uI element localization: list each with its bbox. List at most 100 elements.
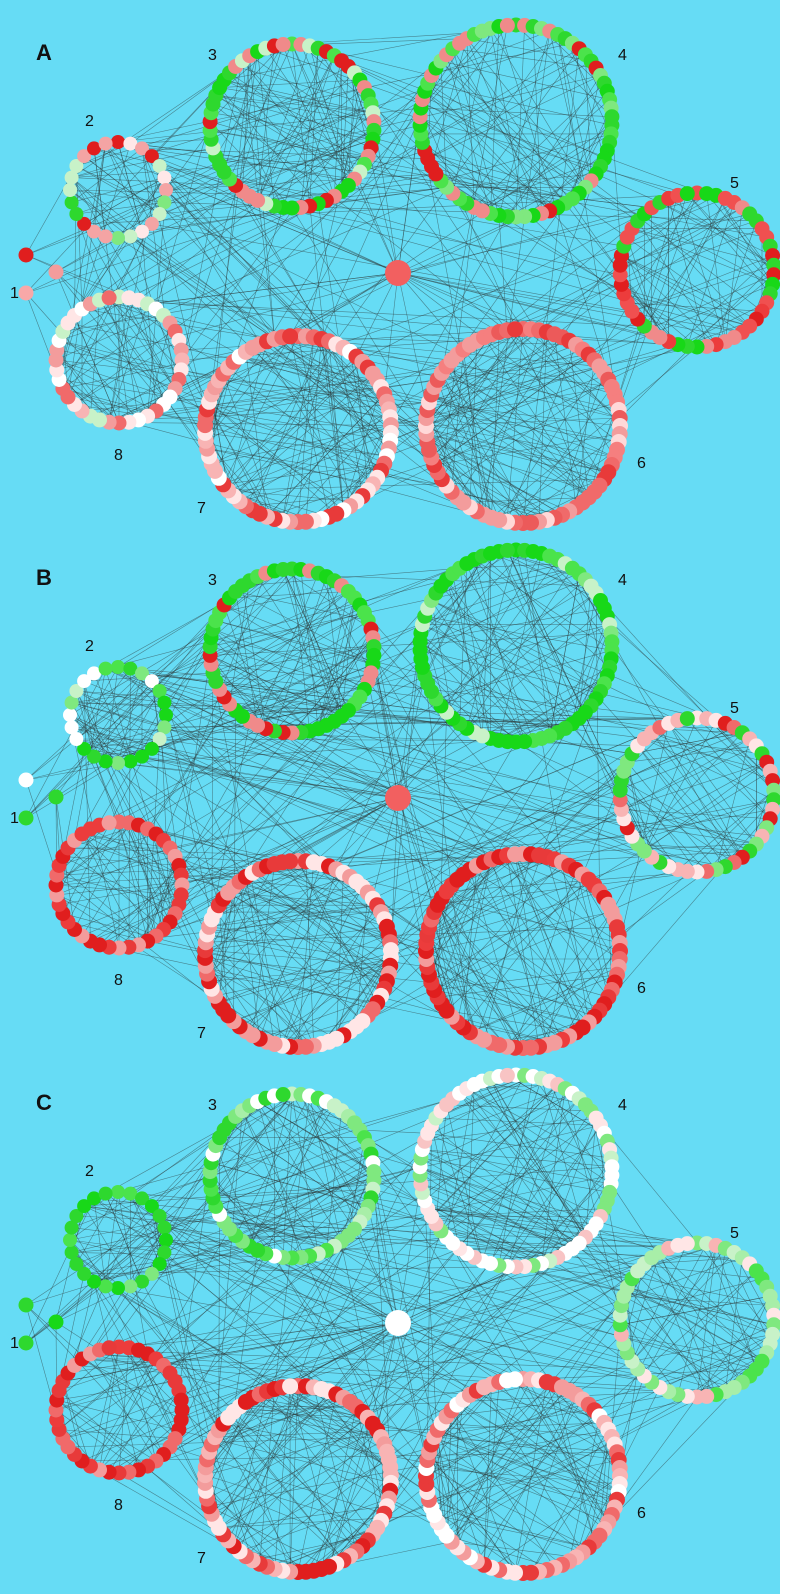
network-edge: [210, 637, 310, 732]
gene-node: [159, 183, 173, 197]
network-edge: [83, 1098, 267, 1275]
cluster-6: [418, 846, 628, 1056]
network-edge: [218, 1514, 435, 1529]
network-edge: [282, 569, 372, 630]
network-edge: [437, 1334, 622, 1523]
network-edge: [446, 859, 492, 1011]
network-edge: [706, 193, 726, 342]
network-edge: [623, 1295, 757, 1370]
network-edge: [90, 1353, 157, 1462]
network-edge: [725, 1296, 771, 1392]
network-edge: [205, 926, 387, 951]
network-edge: [297, 1474, 392, 1573]
network-edge: [426, 865, 570, 944]
gene-node: [69, 1209, 84, 1223]
network-edge: [546, 1381, 595, 1542]
network-edge: [71, 147, 214, 178]
network-edge: [265, 150, 425, 204]
network-edge: [67, 396, 387, 457]
network-edge: [71, 1223, 436, 1253]
gene-node: [64, 195, 79, 210]
network-edge: [215, 95, 361, 173]
cluster-label: 7: [197, 1550, 206, 1567]
cluster-4: [412, 1067, 620, 1275]
network-edge: [83, 155, 160, 215]
gene-node: [499, 17, 515, 33]
network-edge: [451, 1541, 577, 1558]
network-edge: [321, 116, 421, 340]
network-edge: [541, 1078, 586, 1238]
network-edge: [209, 655, 547, 858]
hub-node: [385, 785, 411, 811]
network-edge: [257, 1101, 342, 1242]
network-edge: [212, 103, 620, 419]
network-edge: [507, 91, 608, 217]
gene-node: [152, 684, 167, 698]
network-edge: [159, 1215, 524, 1380]
network-edge: [274, 1095, 310, 1390]
network-edge: [328, 1322, 399, 1567]
network-edge: [282, 862, 392, 951]
network-edge: [138, 1349, 180, 1430]
network-edge: [242, 703, 355, 717]
network-edge: [441, 859, 555, 899]
network-edge: [69, 189, 283, 338]
network-edge: [466, 1088, 613, 1167]
network-edge: [431, 1416, 600, 1508]
network-edge: [211, 1322, 399, 1514]
network-edge: [431, 207, 743, 395]
network-edge: [163, 245, 624, 405]
network-edge: [514, 950, 621, 1048]
network-edge: [108, 297, 176, 389]
network-edge: [300, 1094, 399, 1324]
gene-node: [77, 741, 92, 756]
network-edge: [215, 1206, 342, 1242]
network-edge: [25, 1171, 211, 1344]
network-edge: [282, 869, 337, 1046]
network-edge: [356, 1406, 382, 1521]
cluster-label: 6: [637, 455, 646, 472]
network-edge: [451, 360, 620, 419]
network-edge: [99, 1346, 120, 1470]
network-edge: [227, 361, 363, 491]
network-edge: [370, 147, 508, 331]
network-edge: [62, 856, 176, 914]
network-edge: [490, 1078, 622, 1306]
network-edge: [90, 1228, 230, 1467]
network-edge: [336, 555, 483, 870]
network-edge: [227, 892, 307, 1047]
network-edge: [451, 360, 492, 518]
network-edge: [118, 296, 698, 348]
network-edge: [128, 822, 620, 944]
network-edge: [431, 1125, 628, 1288]
network-edge: [546, 856, 595, 1017]
network-edge: [336, 797, 399, 1039]
network-edge: [205, 732, 743, 943]
network-edge: [397, 272, 743, 333]
network-edge: [424, 150, 558, 208]
gene-node: [87, 1274, 101, 1289]
network-edge: [328, 341, 378, 478]
network-edge: [621, 284, 698, 348]
network-edge: [58, 143, 106, 380]
network-edge: [210, 130, 573, 199]
network-edge: [397, 723, 460, 799]
network-edge: [71, 727, 399, 799]
network-edge: [532, 26, 542, 214]
network-edge: [425, 1361, 633, 1477]
network-edge: [228, 490, 357, 502]
network-edge: [420, 650, 726, 724]
network-edge: [289, 905, 378, 1047]
network-edge: [482, 1078, 542, 1261]
network-edge: [229, 72, 335, 197]
network-edge: [84, 1205, 342, 1242]
network-edge: [212, 1189, 373, 1199]
network-edge: [210, 121, 534, 216]
network-edge: [165, 189, 322, 340]
network-edge: [424, 1200, 735, 1388]
network-edge: [209, 1180, 615, 1508]
network-edge: [208, 1257, 652, 1453]
network-edge: [522, 48, 580, 524]
network-edge: [118, 1322, 399, 1348]
network-edge: [99, 207, 302, 301]
